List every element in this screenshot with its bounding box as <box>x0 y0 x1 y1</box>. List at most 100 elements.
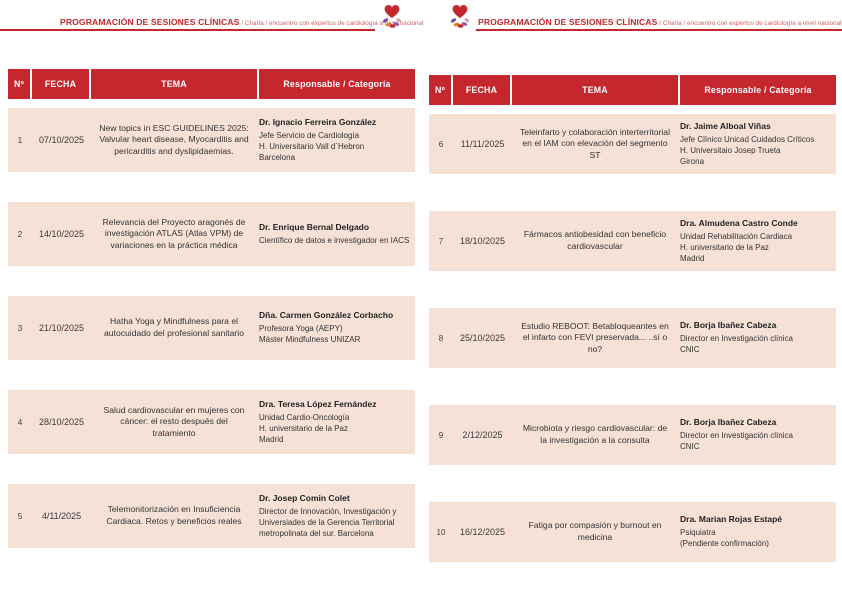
responsable-name: Dra. Almudena Castro Conde <box>680 217 798 228</box>
responsable-line: CNIC <box>680 345 700 355</box>
responsable-details: Jefe Clínico Unicad Cuidados Críticos H. … <box>680 134 832 168</box>
row-responsable: Dr. Enrique Bernal Delgado Científico de… <box>257 218 415 250</box>
table-row: 2 14/10/2025 Relevancia del Proyecto ara… <box>8 202 415 266</box>
row-responsable: Dra. Almudena Castro Conde Unidad Rehabi… <box>678 214 836 268</box>
row-fecha: 2/12/2025 <box>462 430 503 440</box>
row-tema: Relevancia del Proyecto aragonés de inve… <box>102 216 246 250</box>
responsable-line: H. universitario de la Paz <box>259 423 348 433</box>
col-header-tema: TEMA <box>512 75 678 105</box>
row-number: 8 <box>438 333 444 343</box>
responsable-line: Jefe Servicio de Cardiología <box>259 130 360 140</box>
responsable-line: H. Universitario Vall d´Hebron <box>259 141 365 151</box>
table-row: 9 2/12/2025 Microbiota y riesgo cardiova… <box>429 405 836 465</box>
row-fecha: 11/11/2025 <box>460 139 505 149</box>
table-row: 3 21/10/2025 Hatha Yoga y Mindfulness pa… <box>8 296 415 360</box>
responsable-details: Unidad Cardio-Oncología H. universitario … <box>259 412 411 446</box>
col-header-responsable: Responsable / Categoría <box>259 69 415 99</box>
responsable-details: Director en Investigación clínica CNIC <box>680 333 832 355</box>
responsable-line: Máster Mindfulness UNIZAR <box>259 335 361 345</box>
col-header-responsable: Responsable / Categoría <box>680 75 836 105</box>
responsable-line: Barcelona <box>259 153 296 163</box>
row-tema: Telemonitorización en Insuficiencia Card… <box>106 504 242 526</box>
col-header-fecha: FECHA <box>453 75 510 105</box>
table-row: 8 25/10/2025 Estudio REBOOT: Betabloquea… <box>429 308 836 368</box>
responsable-name: Dr. Borja Ibañez Cabeza <box>680 417 777 428</box>
row-tema: Microbiota y riesgo cardiovascular: de l… <box>522 423 668 445</box>
row-number: 2 <box>17 229 23 239</box>
row-number: 1 <box>17 135 23 145</box>
responsable-line: Madrid <box>680 254 705 264</box>
responsable-details: Profesora Yoga (AEPY) Máster Mindfulness … <box>259 323 411 345</box>
responsable-name: Dra. Marian Rojas Estapé <box>680 514 783 525</box>
responsable-line: Director en Investigación clínica <box>680 334 793 344</box>
row-fecha: 16/12/2025 <box>459 527 506 537</box>
row-number: 3 <box>17 323 23 333</box>
row-responsable: Dr. Borja Ibañez Cabeza Director en Inve… <box>678 316 836 359</box>
row-fecha: 14/10/2025 <box>38 229 85 239</box>
row-fecha: 07/10/2025 <box>38 135 85 145</box>
row-number: 4 <box>17 417 23 427</box>
row-tema: Fármacos antiobesidad con beneficio card… <box>523 229 667 251</box>
responsable-line: H. Universitaio Josep Trueta <box>680 145 781 155</box>
row-tema: Fatiga por compasión y burnout en medici… <box>528 520 662 542</box>
heart-hands-logo <box>379 3 405 30</box>
table-header-row: Nº FECHA TEMA Responsable / Categoría <box>429 75 836 105</box>
header-rule <box>0 29 375 31</box>
responsable-name: Dr. Enrique Bernal Delgado <box>259 221 370 232</box>
header-text: PROGRAMACIÓN DE SESIONES CLÍNICAS / Char… <box>478 12 842 30</box>
row-number: 7 <box>438 236 444 246</box>
responsable-line: Científico de datos e investigador en IA… <box>259 235 410 245</box>
left-page: PROGRAMACIÓN DE SESIONES CLÍNICAS / Char… <box>0 0 424 548</box>
row-fecha: 4/11/2025 <box>41 511 82 521</box>
header-title: PROGRAMACIÓN DE SESIONES CLÍNICAS <box>60 17 240 27</box>
header-text: PROGRAMACIÓN DE SESIONES CLÍNICAS / Char… <box>60 12 424 30</box>
header-rule <box>476 29 842 31</box>
responsable-name: Dr. Jaime Alboal Viñas <box>680 120 771 131</box>
right-page: PROGRAMACIÓN DE SESIONES CLÍNICAS / Char… <box>421 0 842 595</box>
responsable-details: Unidad Rehabilitación Cardiaca H. univers… <box>680 231 832 265</box>
responsable-line: Director en Investigación clínica <box>680 431 793 441</box>
heart-hands-logo-svg <box>450 5 470 28</box>
responsable-details: Científico de datos e investigador en IA… <box>259 235 411 246</box>
row-responsable: Dña. Carmen González Corbacho Profesora … <box>257 306 415 349</box>
row-responsable: Dr. Ignacio Ferreira González Jefe Servi… <box>257 113 415 167</box>
right-sessions-table: Nº FECHA TEMA Responsable / Categoría 6 … <box>429 75 836 562</box>
left-table-body: 1 07/10/2025 New topics in ESC GUIDELINE… <box>8 108 415 548</box>
col-header-num: Nº <box>8 69 30 99</box>
row-responsable: Dra. Marian Rojas Estapé Psiquiatra (Pend… <box>678 510 836 553</box>
row-number: 10 <box>436 527 446 537</box>
row-responsable: Dra. Teresa López Fernández Unidad Cardi… <box>257 395 415 449</box>
responsable-line: Psiquiatra <box>680 528 716 538</box>
responsable-details: Director en Investigación clínica CNIC <box>680 430 832 452</box>
table-row: 1 07/10/2025 New topics in ESC GUIDELINE… <box>8 108 415 172</box>
row-responsable: Dr. Josep Comin Colet Director de Innova… <box>257 489 415 543</box>
table-row: 5 4/11/2025 Telemonitorización en Insufi… <box>8 484 415 548</box>
responsable-details: Jefe Servicio de Cardiología H. Universit… <box>259 130 411 164</box>
row-number: 9 <box>438 430 444 440</box>
responsable-line: Unidad Rehabilitación Cardiaca <box>680 231 793 241</box>
row-tema: New topics in ESC GUIDELINES 2025: Valvu… <box>99 122 249 156</box>
row-responsable: Dr. Borja Ibañez Cabeza Director en Inve… <box>678 413 836 456</box>
table-row: 4 28/10/2025 Salud cardiovascular en muj… <box>8 390 415 454</box>
responsable-line: Universiades de la Gerencia Territorial <box>259 517 395 527</box>
left-page-header: PROGRAMACIÓN DE SESIONES CLÍNICAS / Char… <box>0 0 424 44</box>
table-row: 7 18/10/2025 Fármacos antiobesidad con b… <box>429 211 836 271</box>
responsable-line: Unidad Cardio-Oncología <box>259 412 350 422</box>
col-header-fecha: FECHA <box>32 69 89 99</box>
row-tema: Estudio REBOOT: Betabloqueantes en el in… <box>521 320 669 354</box>
responsable-line: Director de Innovación, Investigación y <box>259 506 397 516</box>
header-subtitle: / Charla / encuentro con expertos de car… <box>239 20 424 27</box>
left-sessions-table: Nº FECHA TEMA Responsable / Categoría 1 … <box>8 69 415 548</box>
heart-hands-logo-svg <box>382 5 402 28</box>
row-tema: Teleinfarto y colaboración interterritor… <box>520 126 670 160</box>
table-row: 10 16/12/2025 Fatiga por compasión y bur… <box>429 502 836 562</box>
responsable-line: H. universitario de la Paz <box>680 242 769 252</box>
row-responsable: Dr. Jaime Alboal Viñas Jefe Clínico Unic… <box>678 117 836 171</box>
responsable-details: Psiquiatra (Pendiente confirmación) <box>680 527 832 549</box>
responsable-line: Girona <box>680 157 705 167</box>
responsable-name: Dr. Josep Comin Colet <box>259 492 350 503</box>
right-page-header: PROGRAMACIÓN DE SESIONES CLÍNICAS / Char… <box>421 0 842 44</box>
row-tema: Hatha Yoga y Mindfulness para el autocui… <box>104 316 244 338</box>
row-number: 5 <box>17 511 23 521</box>
